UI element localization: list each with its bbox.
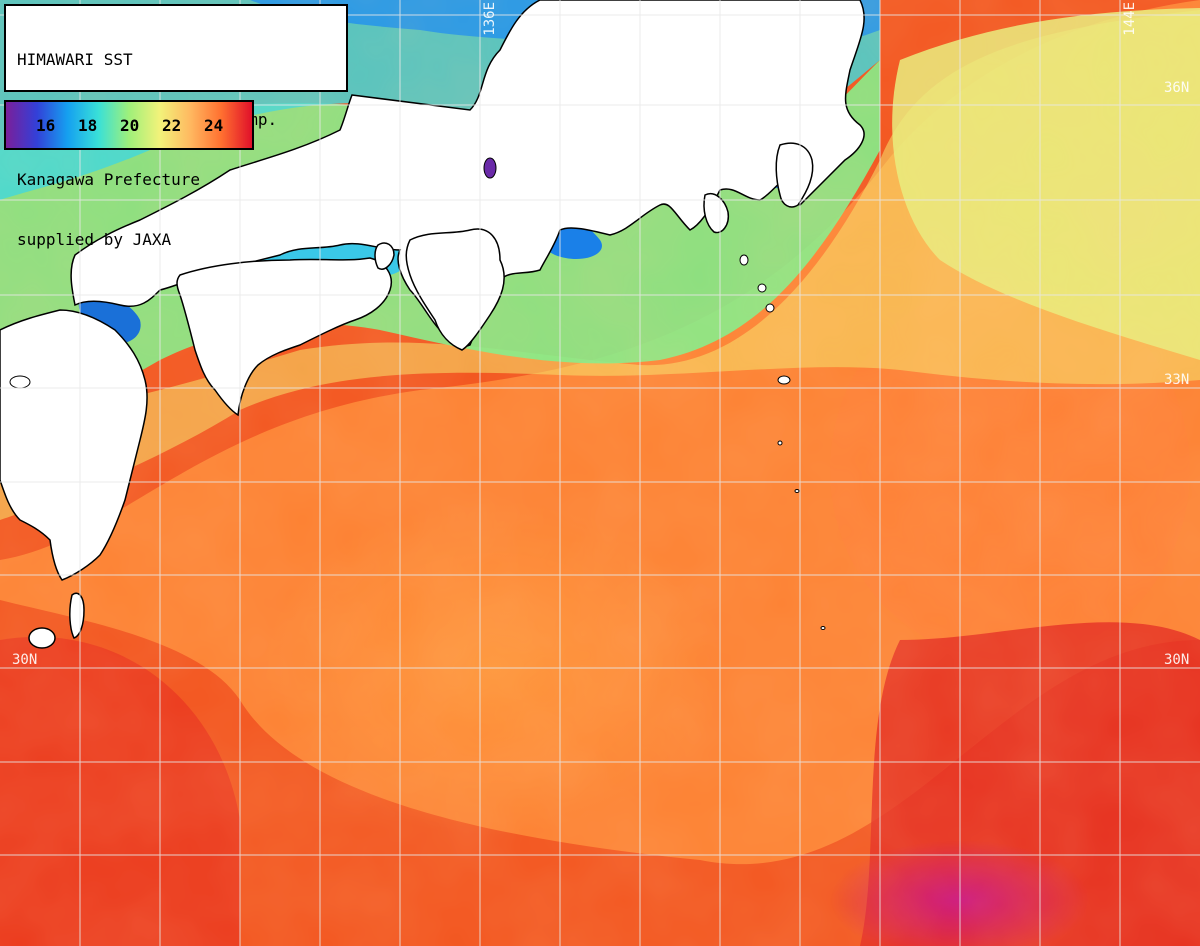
legend-tick-18: 18 (78, 116, 98, 135)
legend-tick-22: 22 (162, 116, 182, 135)
land-aogashima (777, 375, 791, 385)
land-small-island-1 (777, 440, 783, 446)
land-awaji (374, 242, 395, 270)
land-shikoku (176, 257, 392, 417)
land-okinoshima (9, 375, 31, 389)
lat-label-30n-left: 30N (12, 652, 38, 668)
land-sado-shikoku-islet (483, 157, 497, 179)
land-kyushu (0, 309, 148, 581)
lon-label-144e: 144E (1122, 2, 1138, 36)
info-title: HIMAWARI SST (17, 50, 133, 69)
legend-tick-24: 24 (204, 116, 224, 135)
temperature-legend: 16 18 20 22 24 (4, 100, 254, 150)
lon-label-136e: 136E (482, 2, 498, 36)
lat-label-30n-right: 30N (1164, 652, 1190, 668)
lat-label-33n: 33N (1164, 372, 1190, 388)
land-izu-oshima (739, 254, 749, 266)
land-small-island-2 (794, 489, 800, 493)
legend-tick-16: 16 (36, 116, 56, 135)
lat-label-36n: 36N (1164, 80, 1190, 96)
land-small-island-3 (820, 626, 826, 630)
info-source: supplied by JAXA (17, 230, 172, 249)
legend-tick-20: 20 (120, 116, 140, 135)
map-info-box: HIMAWARI SST ~2025/12/02(UTC) Week Comp.… (4, 4, 348, 249)
info-region: Kanagawa Prefecture (17, 170, 201, 189)
land-boso-peninsula (775, 142, 814, 208)
land-hachijojima (765, 303, 775, 313)
land-izu-peninsula (703, 193, 730, 234)
land-miyakejima (757, 283, 767, 293)
land-yakushima (28, 627, 56, 649)
